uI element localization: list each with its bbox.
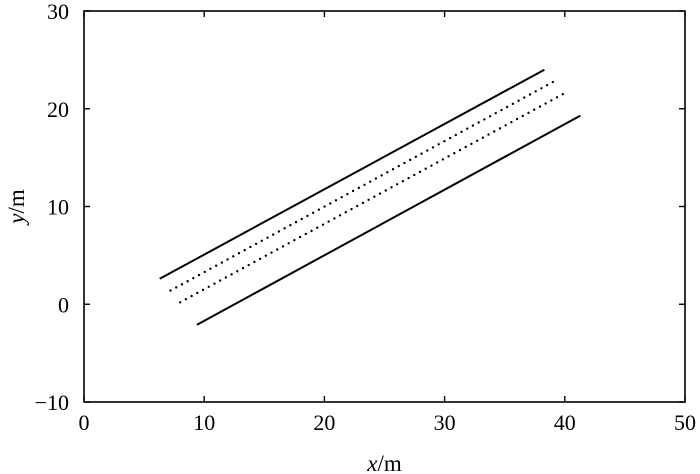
dotted-line-2 [169, 80, 556, 292]
series-group [159, 68, 581, 326]
x-tick-label: 20 [313, 410, 335, 435]
y-tick-label: 0 [58, 292, 69, 317]
x-tick-label: 40 [554, 410, 576, 435]
y-tick-label: 30 [47, 0, 69, 24]
y-tick-label: 20 [47, 97, 69, 122]
solid-line-4 [196, 114, 581, 326]
y-tick-label: −10 [35, 390, 69, 415]
x-tick-label: 30 [434, 410, 456, 435]
y-axis-unit: /m [4, 189, 29, 213]
x-axis-var: x [366, 451, 378, 474]
x-axis-label: x/m [366, 451, 402, 474]
x-tick-label: 50 [674, 410, 696, 435]
solid-line-1 [159, 68, 545, 280]
ticks [83, 10, 686, 403]
x-tick-label: 10 [193, 410, 215, 435]
y-tick-label: 10 [47, 195, 69, 220]
dotted-line-3 [178, 91, 566, 304]
x-axis-unit: /m [377, 451, 401, 474]
x-tick-label: 0 [79, 410, 90, 435]
y-axis-var: y [4, 213, 29, 226]
y-axis-label: y/m [4, 189, 29, 226]
plot-frame [83, 10, 686, 403]
tick-labels: 0 10 20 30 40 50 −10 0 10 20 30 [35, 0, 696, 435]
